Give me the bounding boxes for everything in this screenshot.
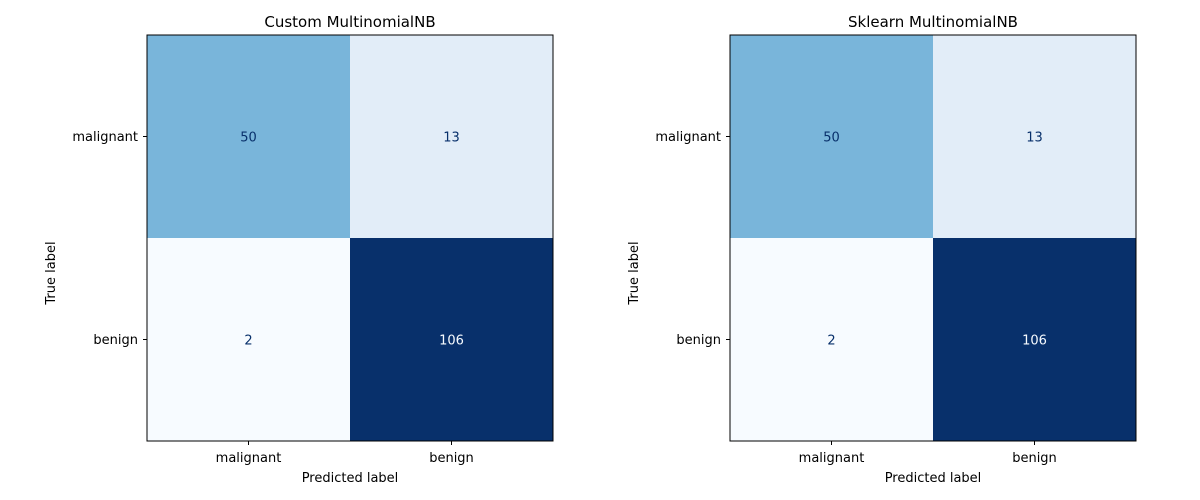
matrix-cell	[933, 238, 1136, 441]
cell-value-label: 13	[443, 131, 460, 146]
x-tick-label: malignant	[216, 451, 282, 466]
plot-frame	[146, 34, 554, 442]
x-axis-label: Predicted label	[302, 471, 399, 486]
matrix-cell	[350, 35, 553, 238]
matrix-cell	[147, 35, 350, 238]
plot-frame	[729, 34, 1137, 442]
matrix-cell	[730, 35, 933, 238]
cell-value-label: 106	[1022, 334, 1047, 349]
matrix-cell	[933, 35, 1136, 238]
panel-title: Sklearn MultinomialNB	[848, 13, 1018, 31]
cell-value-label: 13	[1026, 131, 1043, 146]
cell-value-label: 50	[823, 131, 840, 146]
matrix-cells: 50 13 2 106	[147, 35, 553, 441]
x-tick-label: benign	[1012, 451, 1057, 466]
x-tick-label: malignant	[799, 451, 865, 466]
matrix-cell	[350, 238, 553, 441]
panel-title: Custom MultinomialNB	[264, 13, 435, 31]
matrix-cell	[730, 238, 933, 441]
confusion-matrix-panel-sklearn: Sklearn MultinomialNB 50 13 2 106 malignant…	[627, 13, 1137, 486]
x-tick-label: benign	[429, 451, 474, 466]
y-axis-label: True label	[44, 241, 59, 305]
cell-value-label: 106	[439, 334, 464, 349]
y-tick-label: malignant	[72, 130, 138, 145]
y-tick-label: malignant	[655, 130, 721, 145]
y-tick-label: benign	[93, 333, 138, 348]
cell-value-label: 2	[244, 334, 252, 349]
x-axis-label: Predicted label	[885, 471, 982, 486]
cell-value-label: 50	[240, 131, 257, 146]
matrix-cells: 50 13 2 106	[730, 35, 1136, 441]
cell-value-label: 2	[827, 334, 835, 349]
y-axis-label: True label	[627, 241, 642, 305]
confusion-matrix-panel-custom: Custom MultinomialNB 50 132 106 malignant …	[44, 13, 554, 486]
matrix-cell	[147, 238, 350, 441]
y-tick-label: benign	[676, 333, 721, 348]
